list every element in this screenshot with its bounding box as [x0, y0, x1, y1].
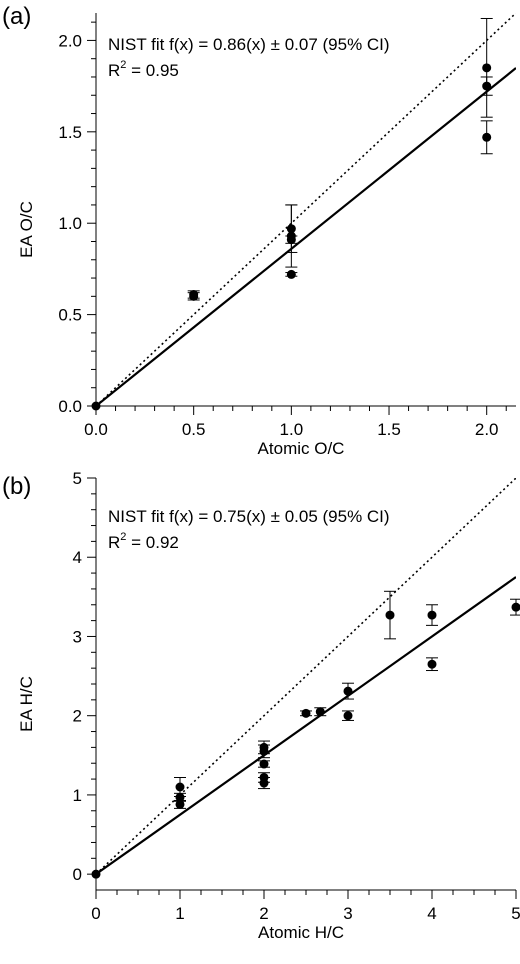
y-tick-label: 1 — [73, 786, 82, 805]
data-point — [175, 782, 185, 792]
r-squared-text: R2 = 0.92 — [108, 531, 179, 552]
panel-a: 0.0 0.5 1.0 1.5 2.0 0.0 0.5 1.0 1.5 2.0 Atomic O/C… — [2, 3, 516, 458]
y-tick-label: 0.0 — [58, 397, 82, 416]
data-point — [91, 869, 101, 879]
data-point — [259, 746, 269, 756]
y-tick-label: 2 — [73, 707, 82, 726]
identity-line — [96, 478, 516, 875]
x-axis-title: Atomic O/C — [258, 439, 345, 458]
data-point — [315, 707, 325, 717]
y-axis-title: EA O/C — [17, 201, 36, 258]
y-tick-label: 3 — [73, 627, 82, 646]
data-point — [91, 401, 101, 411]
x-tick-label: 0 — [91, 904, 100, 923]
x-tick-label: 1.0 — [280, 420, 304, 439]
y-tick-label: 5 — [73, 469, 82, 488]
y-axis-title: EA H/C — [17, 676, 36, 732]
data-point — [343, 686, 353, 696]
data-point — [482, 81, 492, 91]
x-tick-label: 3 — [343, 904, 352, 923]
x-tick-label: 1.5 — [377, 420, 401, 439]
identity-line — [96, 13, 516, 406]
data-point — [343, 711, 353, 721]
y-tick-label: 1.5 — [58, 123, 82, 142]
data-point — [259, 778, 269, 788]
data-point — [189, 291, 199, 301]
x-axis-title: Atomic H/C — [258, 923, 344, 942]
y-tick-label: 4 — [73, 548, 82, 567]
x-tick-label: 2 — [259, 904, 268, 923]
r-squared-text: R2 = 0.95 — [108, 59, 179, 80]
y-tick-label: 2.0 — [58, 31, 82, 50]
fit-equation-text: NIST fit f(x) = 0.86(x) ± 0.07 (95% CI) — [108, 35, 390, 54]
data-point — [385, 610, 395, 620]
fit-line — [96, 576, 516, 876]
data-point — [427, 610, 437, 620]
y-tick-label: 0 — [73, 865, 82, 884]
data-point — [482, 63, 492, 73]
data-point — [301, 708, 311, 718]
x-tick-label: 1 — [175, 904, 184, 923]
panel-label: (b) — [2, 473, 31, 500]
data-point — [482, 132, 492, 142]
data-point — [286, 269, 296, 279]
fit-equation-text: NIST fit f(x) = 0.75(x) ± 0.05 (95% CI) — [108, 507, 390, 526]
fit-line — [96, 67, 516, 406]
x-tick-label: 2.0 — [475, 420, 499, 439]
x-tick-label: 0.5 — [182, 420, 206, 439]
data-point — [427, 659, 437, 669]
x-tick-label: 5 — [511, 904, 520, 923]
y-tick-label: 1.0 — [58, 214, 82, 233]
data-point — [259, 759, 269, 769]
data-point — [175, 792, 185, 802]
data-point — [286, 235, 296, 245]
x-tick-label: 4 — [427, 904, 436, 923]
x-tick-label: 0.0 — [84, 420, 108, 439]
panel-label: (a) — [2, 3, 31, 30]
data-point — [511, 602, 520, 612]
y-tick-label: 0.5 — [58, 306, 82, 325]
data-point — [175, 799, 185, 809]
panel-b: 0 1 2 3 4 5 0 1 2 3 4 5 Atomic H/C EA H/C (b) NIST fit … — [2, 469, 520, 942]
